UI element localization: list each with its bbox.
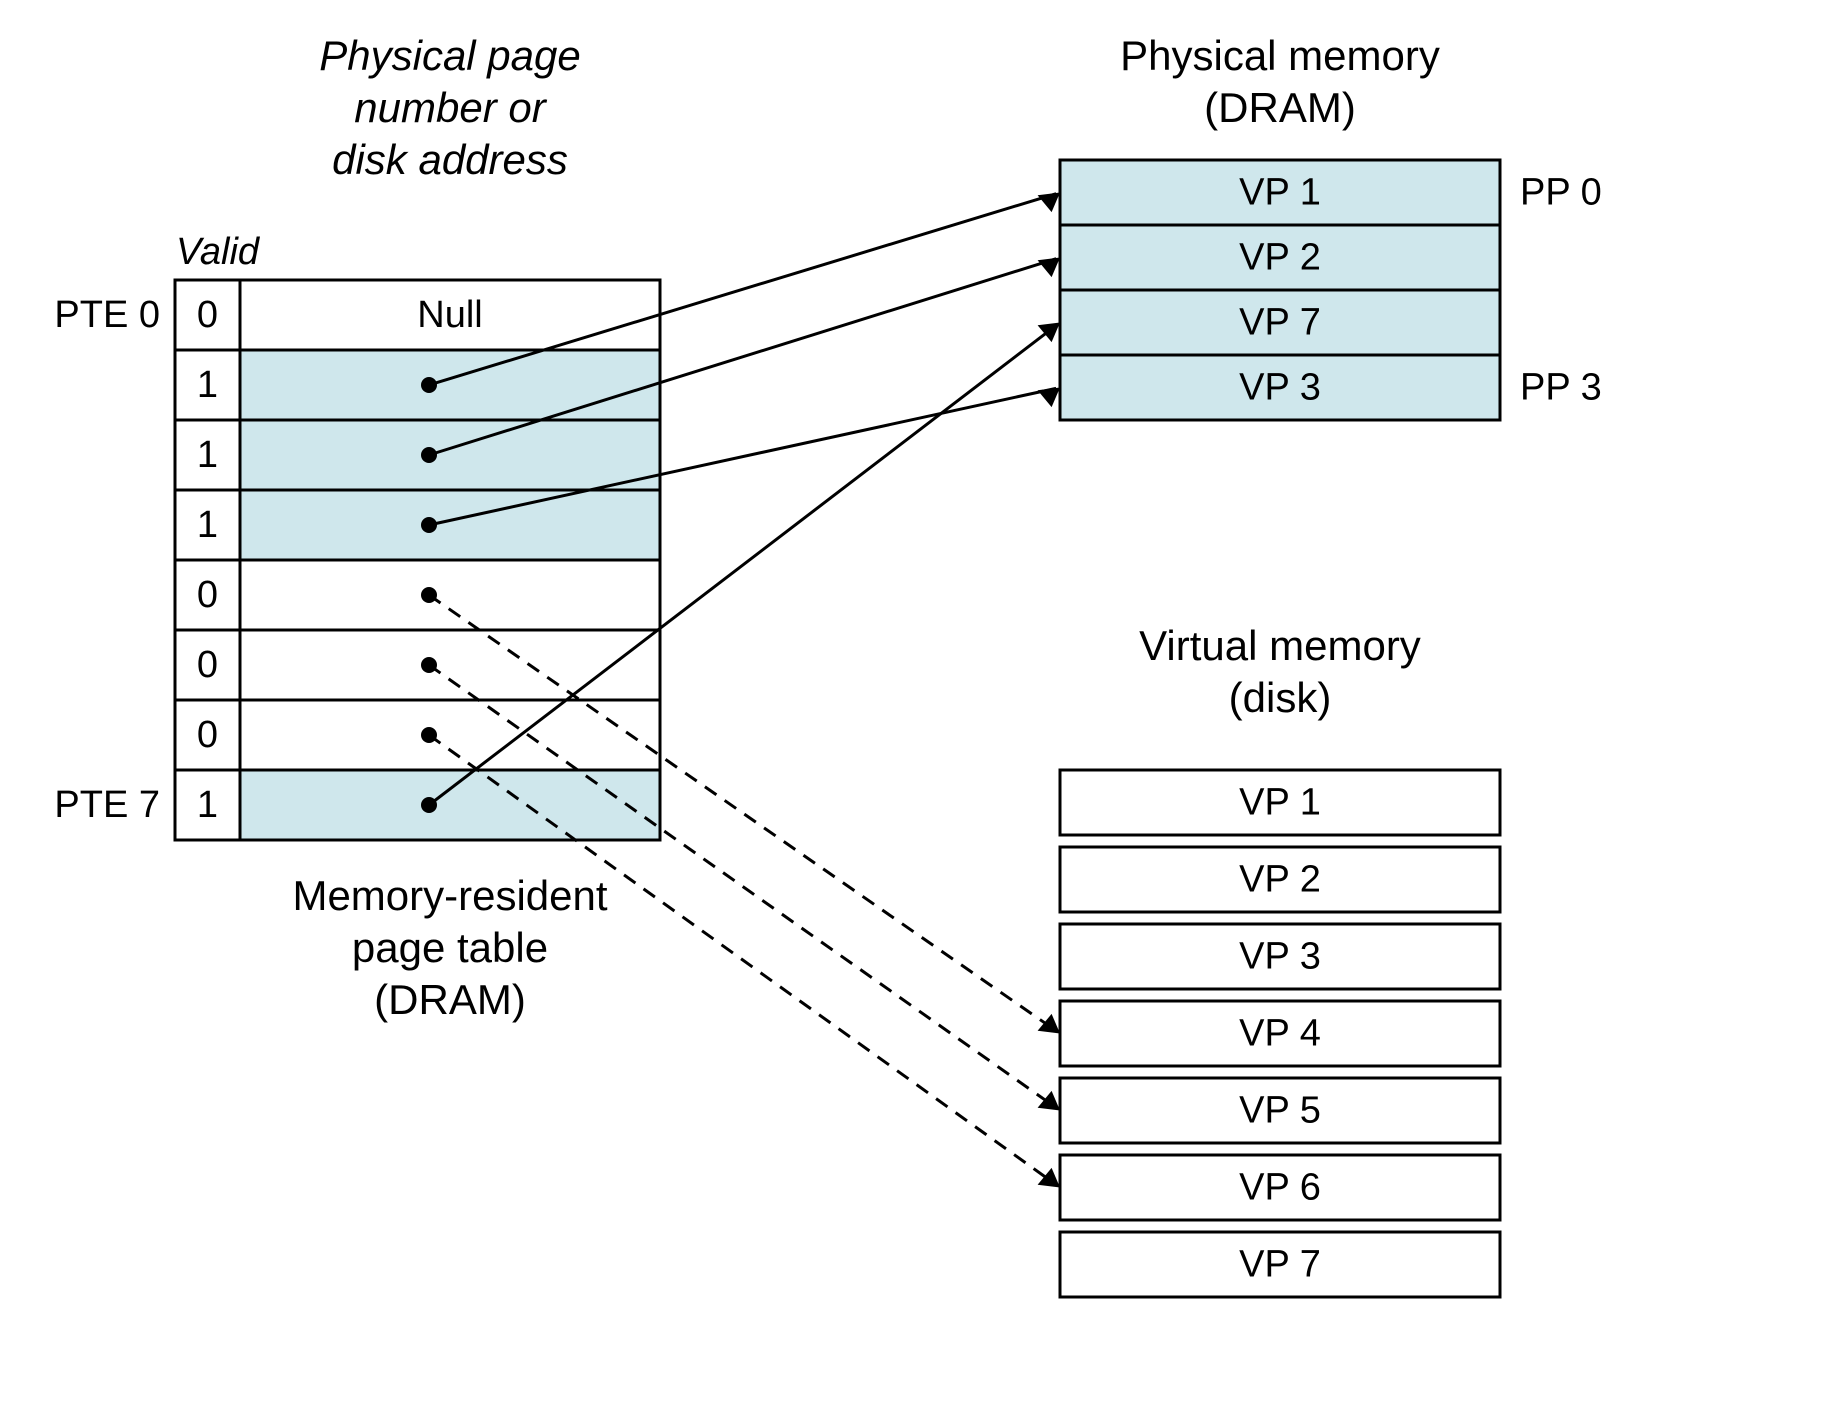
arrowhead-icon — [1038, 258, 1060, 278]
svg-text:Valid: Valid — [176, 231, 261, 273]
pte-addr-cell — [240, 770, 660, 840]
svg-text:0: 0 — [197, 294, 218, 336]
pte-pointer-dot — [421, 517, 437, 533]
pte-pointer-dot — [421, 447, 437, 463]
svg-text:PTE 0: PTE 0 — [54, 294, 160, 336]
svg-text:1: 1 — [197, 504, 218, 546]
arrowhead-icon — [1038, 388, 1060, 408]
pte-addr-cell — [240, 350, 660, 420]
svg-text:VP 7: VP 7 — [1239, 1244, 1321, 1286]
svg-text:VP 7: VP 7 — [1239, 302, 1321, 344]
svg-text:VP 1: VP 1 — [1239, 172, 1321, 214]
arrowhead-icon — [1038, 323, 1060, 343]
svg-text:1: 1 — [197, 784, 218, 826]
arrowhead-icon — [1038, 193, 1060, 213]
svg-text:0: 0 — [197, 714, 218, 756]
svg-text:Null: Null — [417, 294, 482, 336]
svg-text:VP 5: VP 5 — [1239, 1090, 1321, 1132]
svg-text:page table: page table — [352, 924, 548, 971]
arrowhead-icon — [1038, 1014, 1060, 1034]
svg-text:Physical page: Physical page — [319, 32, 581, 79]
svg-text:VP 6: VP 6 — [1239, 1167, 1321, 1209]
pte-pointer-dot — [421, 727, 437, 743]
arrowhead-icon — [1038, 1168, 1060, 1188]
svg-text:0: 0 — [197, 574, 218, 616]
svg-text:1: 1 — [197, 434, 218, 476]
svg-text:PP 3: PP 3 — [1520, 367, 1602, 409]
svg-text:Physical memory: Physical memory — [1120, 32, 1440, 79]
svg-text:VP 3: VP 3 — [1239, 367, 1321, 409]
svg-text:(DRAM): (DRAM) — [1204, 84, 1356, 131]
arrowhead-icon — [1038, 1091, 1060, 1111]
svg-text:PTE 7: PTE 7 — [54, 784, 160, 826]
svg-text:Memory-resident: Memory-resident — [292, 872, 607, 919]
svg-text:VP 3: VP 3 — [1239, 936, 1321, 978]
svg-text:Virtual memory: Virtual memory — [1139, 622, 1421, 669]
svg-text:(disk): (disk) — [1229, 674, 1332, 721]
svg-text:number or: number or — [354, 84, 547, 131]
pte-pointer-dot — [421, 587, 437, 603]
pte-pointer-dot — [421, 377, 437, 393]
svg-text:PP 0: PP 0 — [1520, 172, 1602, 214]
pte-addr-cell — [240, 420, 660, 490]
svg-text:0: 0 — [197, 644, 218, 686]
svg-text:VP 2: VP 2 — [1239, 237, 1321, 279]
pte-pointer-dot — [421, 657, 437, 673]
svg-text:VP 4: VP 4 — [1239, 1013, 1321, 1055]
pte-addr-cell — [240, 490, 660, 560]
svg-text:(DRAM): (DRAM) — [374, 976, 526, 1023]
svg-text:1: 1 — [197, 364, 218, 406]
pte-addr-cell — [240, 630, 660, 700]
svg-text:disk address: disk address — [332, 136, 568, 183]
pte-pointer-dot — [421, 797, 437, 813]
svg-text:VP 2: VP 2 — [1239, 859, 1321, 901]
pte-addr-cell — [240, 560, 660, 630]
svg-text:VP 1: VP 1 — [1239, 782, 1321, 824]
